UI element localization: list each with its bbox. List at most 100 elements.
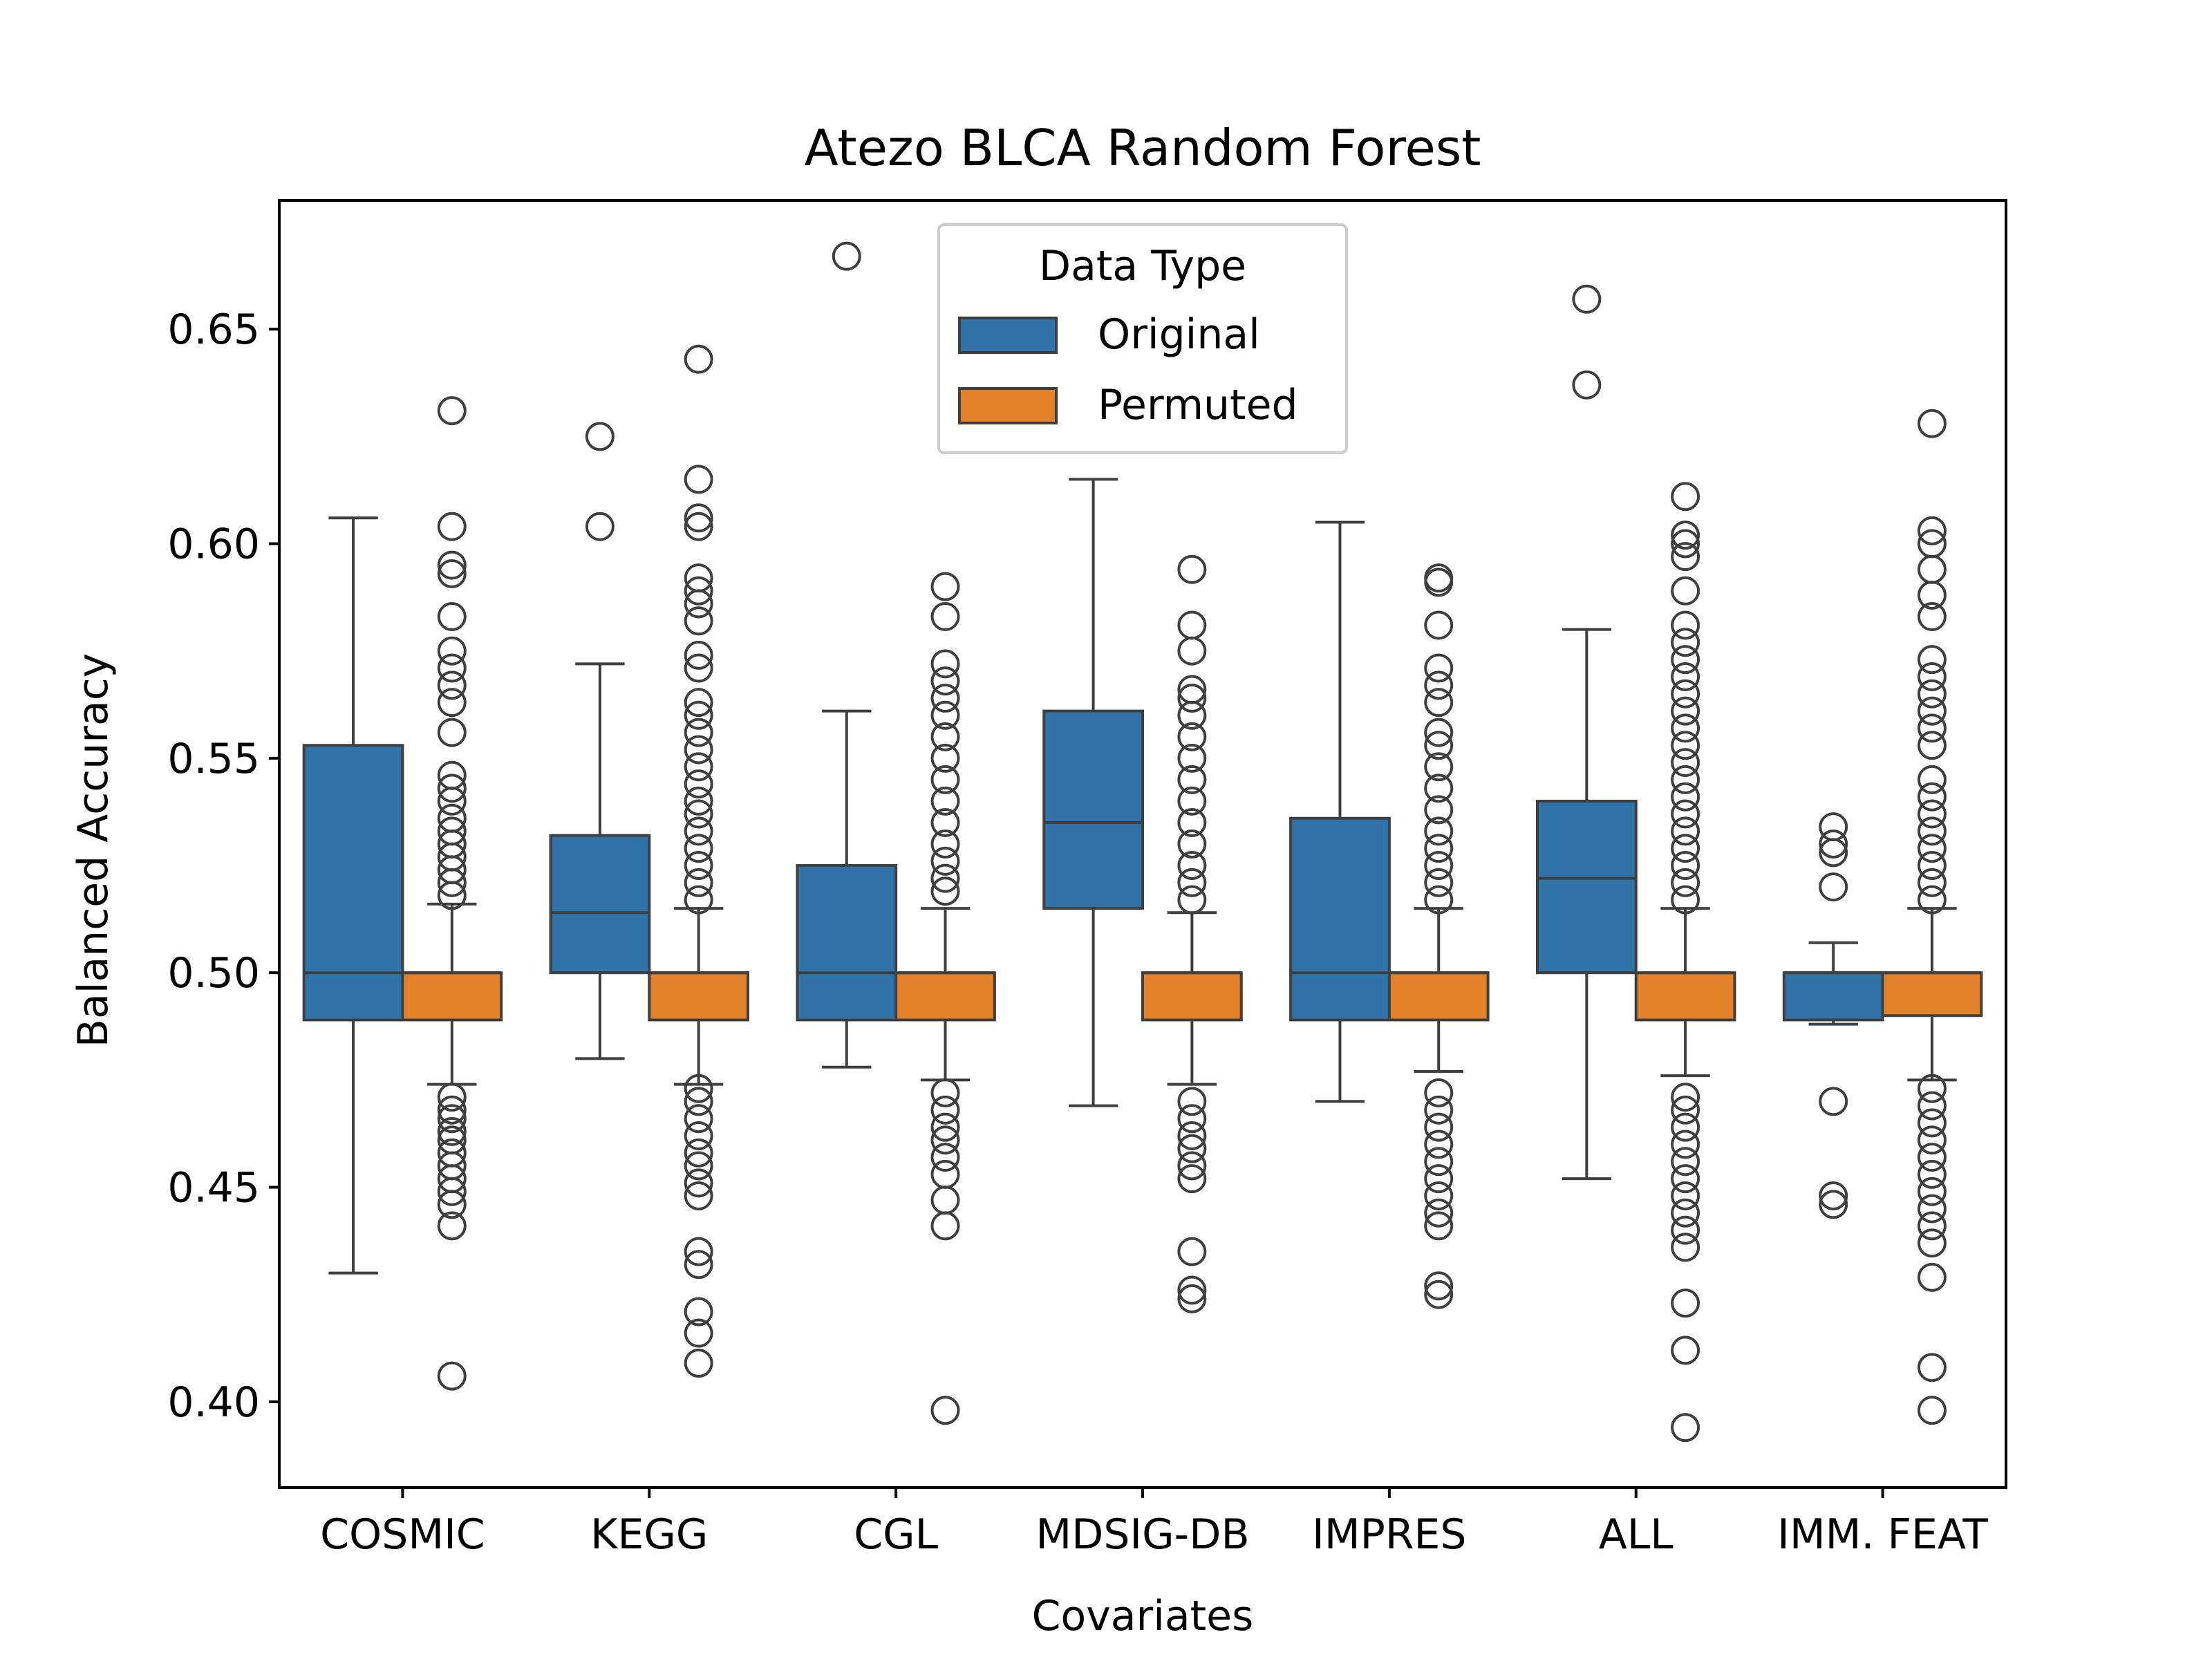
outlier-point [1917, 1125, 1947, 1155]
outlier-point [930, 649, 960, 679]
outlier-point [1671, 529, 1700, 559]
outlier-point [1177, 610, 1207, 640]
box-group-imm-feat-permuted [1881, 409, 1983, 1425]
x-axis-label: Covariates [1032, 1592, 1254, 1640]
outlier-point [1917, 765, 1947, 794]
outlier-point [1424, 795, 1454, 825]
outlier-point [930, 700, 960, 730]
outlier-point [1917, 1262, 1947, 1292]
box-group-all-permuted [1634, 482, 1736, 1443]
outlier-point [1424, 688, 1454, 718]
outlier-point [1917, 834, 1947, 863]
outlier-point [1917, 1177, 1947, 1206]
outlier-point [1671, 765, 1700, 794]
outlier-point [585, 422, 615, 451]
outlier-point [1424, 1211, 1454, 1241]
box-group-mdsig-db-original [1042, 478, 1145, 1107]
outlier-point [437, 760, 467, 790]
box-group-mdsig-db-permuted [1141, 554, 1243, 1313]
outlier-point [1424, 851, 1454, 881]
outlier-point [930, 846, 960, 876]
outlier-point [437, 1082, 467, 1112]
outlier-point [437, 816, 467, 846]
outlier-point [437, 512, 467, 541]
outlier-point [1671, 628, 1700, 657]
outlier-point [1177, 807, 1207, 837]
outlier-point [437, 636, 467, 666]
outlier-point [1671, 1181, 1700, 1210]
outlier-point [1424, 718, 1454, 747]
box [894, 971, 996, 1022]
outlier-point [437, 550, 467, 580]
outlier-point [1671, 713, 1700, 743]
outlier-point [930, 807, 960, 837]
outlier-point [1177, 885, 1207, 915]
box [1881, 971, 1983, 1018]
outlier-point [1917, 731, 1947, 760]
outlier-point [930, 1185, 960, 1215]
y-tick-label: 0.55 [167, 735, 260, 783]
box-group-cosmic-original [302, 516, 404, 1275]
outlier-point [1177, 830, 1207, 859]
outlier-point [1819, 1190, 1848, 1219]
outlier-point [1572, 284, 1602, 314]
x-tick-label: ALL [1599, 1510, 1674, 1559]
outlier-point [1424, 834, 1454, 863]
outlier-point [437, 1211, 467, 1241]
outlier-point [1424, 1095, 1454, 1125]
outlier-point [684, 344, 713, 374]
outlier-point [684, 563, 713, 593]
outlier-point [1671, 816, 1700, 846]
outlier-point [437, 1361, 467, 1391]
outlier-point [1917, 1353, 1947, 1382]
outlier-point [1819, 812, 1848, 842]
outlier-point [1917, 1194, 1947, 1224]
outlier-point [1424, 671, 1454, 700]
box-group-cgl-original [796, 241, 898, 1069]
box [796, 864, 898, 1022]
outlier-point [930, 1396, 960, 1425]
outlier-point [1819, 1181, 1848, 1210]
box-group-imm-feat-original [1782, 812, 1884, 1219]
outlier-point [930, 602, 960, 632]
outlier-point [684, 1297, 713, 1327]
outlier-point [1917, 679, 1947, 709]
outlier-point [930, 786, 960, 816]
outlier-point [1917, 1143, 1947, 1172]
outlier-point [1671, 1147, 1700, 1177]
outlier-point [1671, 782, 1700, 812]
outlier-point [1671, 885, 1700, 915]
outlier-point [1424, 1271, 1454, 1301]
box-group-impres-original [1289, 521, 1391, 1103]
box [1289, 816, 1391, 1022]
outlier-point [1671, 868, 1700, 897]
outlier-point [1671, 482, 1700, 512]
outlier-point [1177, 1121, 1207, 1151]
outlier-point [1671, 1232, 1700, 1262]
x-tick-label: COSMIC [320, 1510, 485, 1559]
outlier-point [684, 653, 713, 683]
outlier-point [684, 851, 713, 881]
outlier-point [1424, 868, 1454, 897]
outlier-point [1177, 868, 1207, 897]
outlier-point [1917, 696, 1947, 726]
outlier-point [684, 640, 713, 670]
outlier-point [1671, 1130, 1700, 1159]
outlier-point [437, 671, 467, 700]
y-tick-label: 0.40 [167, 1378, 260, 1427]
y-axis-label: Balanced Accuracy [69, 653, 118, 1047]
outlier-point [930, 877, 960, 906]
outlier-point [1177, 636, 1207, 666]
outlier-point [684, 1138, 713, 1168]
box-group-kegg-original [549, 422, 651, 1060]
outlier-point [1819, 872, 1848, 902]
outlier-point [1671, 542, 1700, 572]
outlier-point [437, 688, 467, 718]
outlier-point [832, 241, 861, 271]
outlier-point [1671, 576, 1700, 606]
outlier-point [1177, 851, 1207, 881]
outlier-point [930, 1211, 960, 1241]
legend-label-permuted: Permuted [1098, 381, 1298, 429]
outlier-point [1177, 722, 1207, 751]
outlier-point [1177, 1275, 1207, 1305]
